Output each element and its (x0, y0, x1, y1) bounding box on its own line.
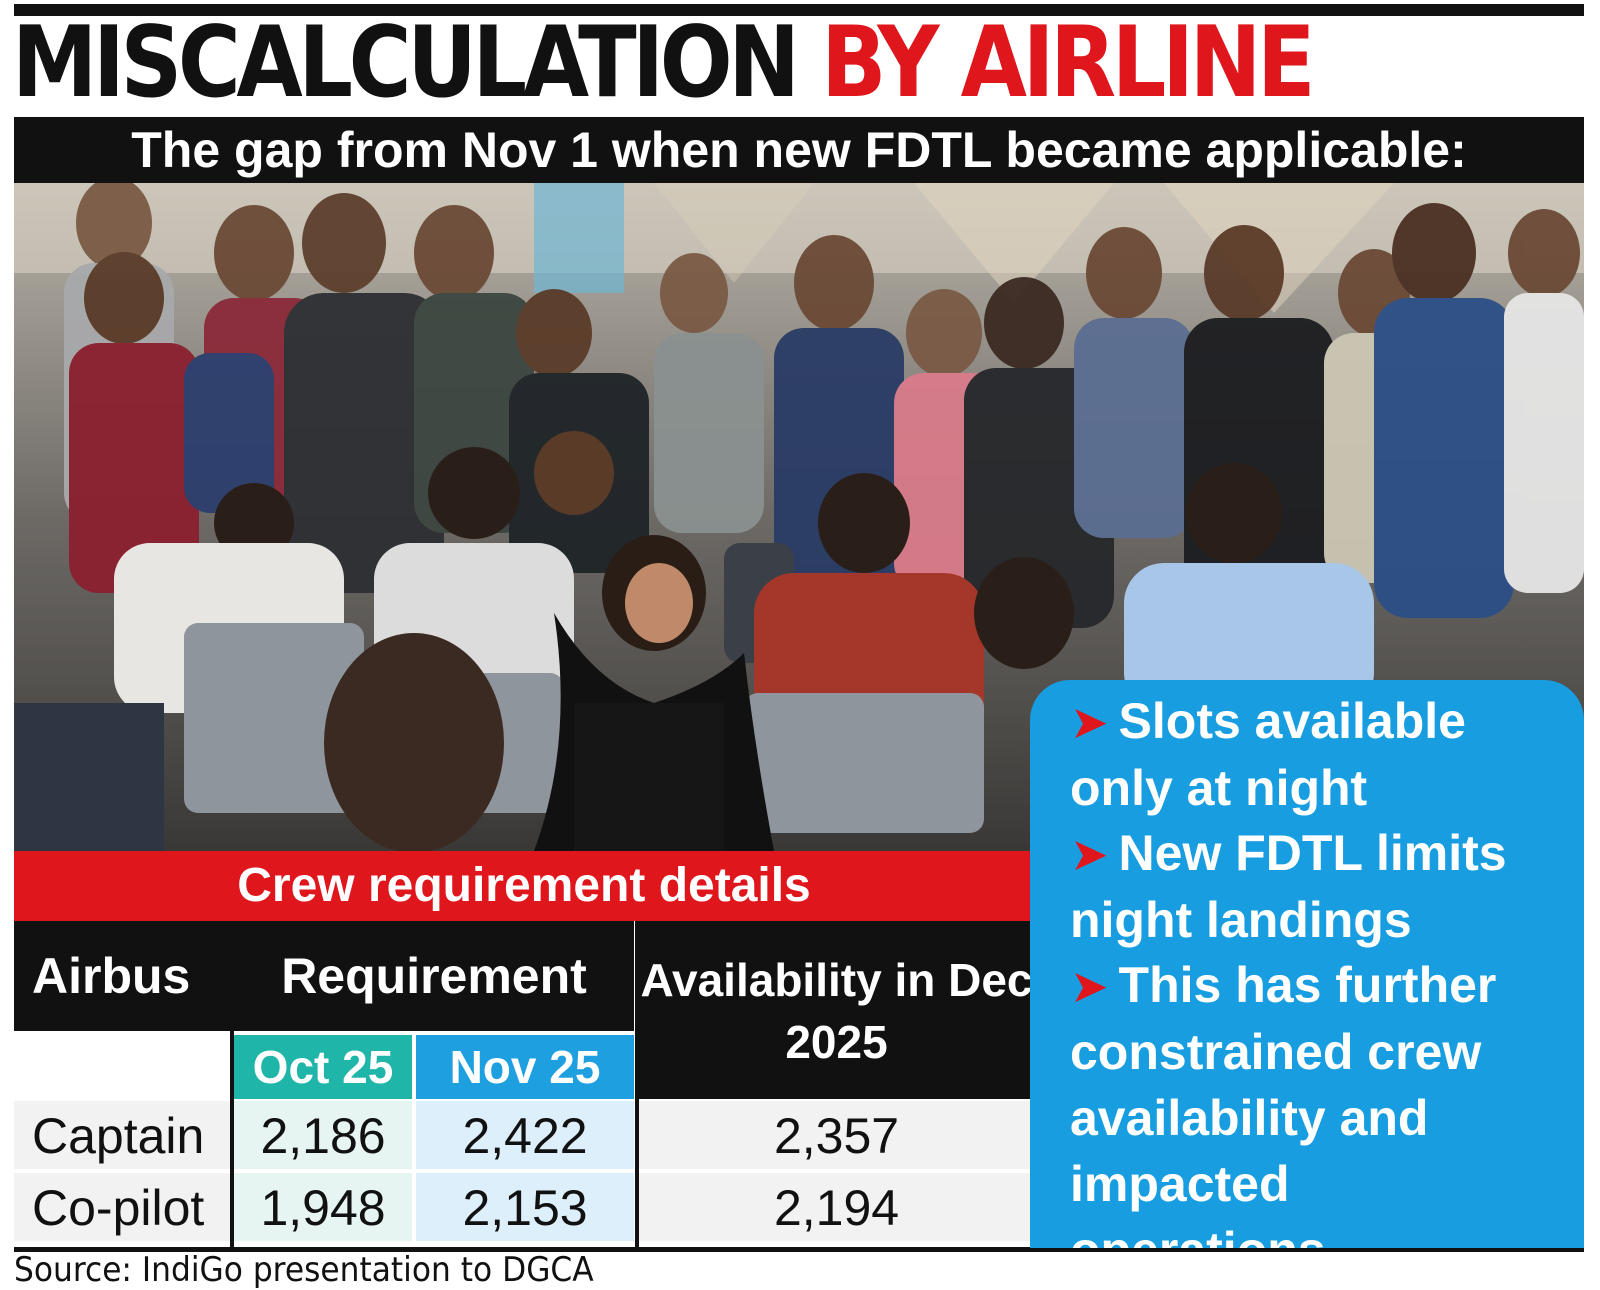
header-blank (14, 1031, 230, 1099)
header-airbus: Airbus (14, 921, 230, 1031)
bullet-item: ➤ New FDTL limits night landings (1070, 820, 1550, 953)
bullet-item: ➤ This has further constrained crew avail… (1070, 952, 1550, 1283)
cell-oct: 2,186 (234, 1101, 412, 1169)
headline-part-1: MISCALCULATION (12, 6, 800, 120)
table-row: Co-pilot 1,948 2,153 2,194 (14, 1173, 1034, 1241)
header-oct: Oct 25 (234, 1035, 412, 1099)
arrow-icon: ➤ (1070, 828, 1109, 880)
table-title: Crew requirement details (14, 851, 1034, 921)
bullet-item: ➤ Slots available only at night (1070, 688, 1550, 821)
row-label: Captain (14, 1101, 230, 1169)
bottom-rule (14, 1248, 1584, 1252)
column-divider (230, 921, 234, 1247)
headline: MISCALCULATION BY AIRLINE (12, 8, 1395, 118)
arrow-icon: ➤ (1070, 960, 1109, 1012)
bullet-panel: ➤ Slots available only at night ➤ New FDTL… (1030, 680, 1584, 1278)
headline-part-2: BY AIRLINE (821, 6, 1315, 120)
row-label: Co-pilot (14, 1173, 230, 1241)
cell-availability: 2,357 (639, 1101, 1034, 1169)
bullet-text: Slots available only at night (1070, 693, 1466, 816)
crew-table: Crew requirement details Airbus Requirem… (14, 851, 1034, 1250)
bullet-text: This has further constrained crew availa… (1070, 957, 1497, 1278)
cell-availability: 2,194 (639, 1173, 1034, 1241)
cell-nov: 2,153 (416, 1173, 634, 1241)
cell-nov: 2,422 (416, 1101, 634, 1169)
header-availability: Availability in Dec 2025 (639, 921, 1034, 1099)
bullet-text: New FDTL limits night landings (1070, 825, 1507, 948)
cell-oct: 1,948 (234, 1173, 412, 1241)
top-rule (14, 4, 1584, 16)
table-row: Captain 2,186 2,422 2,357 (14, 1101, 1034, 1169)
subheadline: The gap from Nov 1 when new FDTL became … (14, 117, 1584, 183)
header-nov: Nov 25 (416, 1035, 634, 1099)
header-requirement: Requirement (234, 921, 634, 1031)
source-note: Source: IndiGo presentation to DGCA (14, 1250, 594, 1290)
arrow-icon: ➤ (1070, 696, 1109, 748)
column-divider (635, 921, 639, 1247)
